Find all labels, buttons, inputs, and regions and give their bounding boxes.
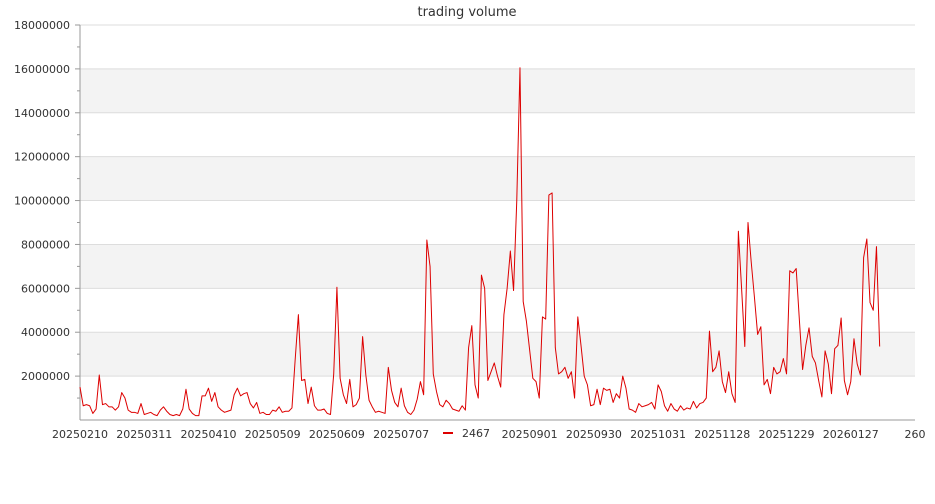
y-tick-label: 14000000 (14, 107, 70, 120)
y-tick-label: 18000000 (14, 19, 70, 32)
x-tick-label: 20251031 (630, 428, 686, 441)
y-tick-label: 10000000 (14, 195, 70, 208)
grid-band (80, 332, 915, 377)
y-tick-label: 2000000 (21, 370, 70, 383)
x-tick-label: 20250210 (52, 428, 108, 441)
grid-lines (80, 24, 915, 377)
y-tick-label: 12000000 (14, 151, 70, 164)
y-axis-ticks: 2000000 4000000 6000000 8000000 10000000 1200… (14, 19, 80, 399)
y-tick-label: 16000000 (14, 63, 70, 76)
x-tick-label: 20250509 (245, 428, 301, 441)
x-axis-ticks: 20250210 20250311 20250410 20250509 20250609… (52, 428, 926, 441)
y-tick-label: 6000000 (21, 282, 70, 295)
x-tick-label: 20251128 (694, 428, 750, 441)
x-tick-label: 20250901 (502, 428, 558, 441)
series-group (79, 67, 881, 417)
x-tick-label: 20250609 (309, 428, 365, 441)
x-tick-label: 20251229 (759, 428, 815, 441)
legend-label: 2467 (462, 427, 490, 440)
legend: 2467 (443, 427, 490, 440)
x-tick-label: 20250707 (373, 428, 429, 441)
x-tick-label: 260 (905, 428, 926, 441)
series-line-2467 (79, 67, 881, 417)
chart-title: trading volume (417, 5, 516, 20)
grid-band (80, 156, 915, 201)
grid-bands (80, 68, 915, 377)
y-tick-label: 8000000 (21, 238, 70, 251)
x-tick-label: 20250311 (116, 428, 172, 441)
grid-band (80, 244, 915, 289)
y-tick-label: 4000000 (21, 326, 70, 339)
grid-band (80, 68, 915, 113)
x-tick-label: 20250930 (566, 428, 622, 441)
x-tick-label: 20260127 (823, 428, 879, 441)
x-tick-label: 20250410 (180, 428, 236, 441)
